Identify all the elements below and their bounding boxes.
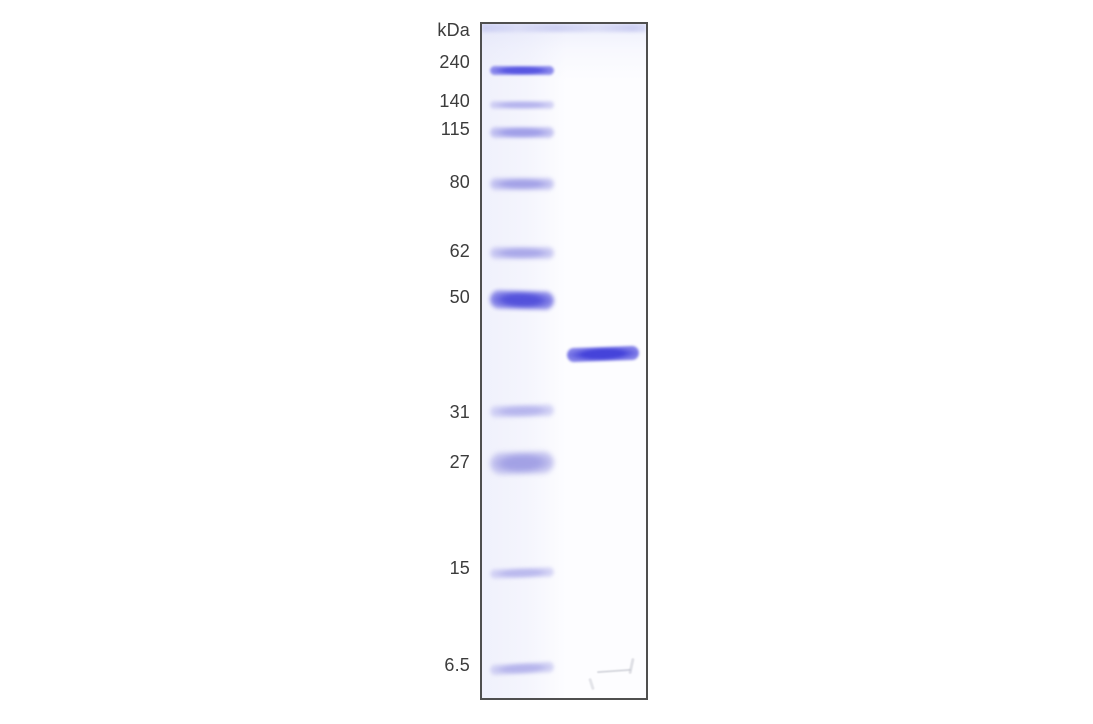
gel-scratch-artifact	[588, 677, 595, 691]
mw-label-kDa: kDa	[437, 20, 470, 40]
mw-label-80: 80	[449, 172, 470, 192]
mw-label-6_5: 6.5	[444, 655, 470, 675]
gel-band	[566, 345, 640, 363]
mw-label-140: 140	[439, 91, 470, 111]
mw-label-27: 27	[449, 452, 470, 472]
mw-label-50: 50	[449, 287, 470, 307]
gel-band	[490, 126, 554, 138]
gel-band	[489, 404, 555, 418]
mw-label-31: 31	[449, 402, 470, 422]
mw-label-240: 240	[439, 52, 470, 72]
well-residue-streak	[482, 24, 646, 32]
mw-label-15: 15	[449, 558, 470, 578]
ladder-lane-wash	[482, 24, 566, 698]
gel-panel	[480, 22, 648, 700]
gel-band	[490, 101, 554, 109]
gel-band	[490, 247, 554, 259]
gel-scratch-artifact	[596, 668, 632, 674]
marker-labels: kDa 240 140 115 80 62 50 31 27 15 6.5	[380, 0, 470, 724]
gel-scratch-artifact	[628, 657, 635, 675]
gel-band	[489, 290, 555, 310]
mw-label-62: 62	[449, 241, 470, 261]
gel-band	[490, 65, 554, 75]
gel-band	[489, 451, 555, 475]
gel-band	[490, 178, 554, 190]
mw-label-115: 115	[440, 119, 470, 139]
